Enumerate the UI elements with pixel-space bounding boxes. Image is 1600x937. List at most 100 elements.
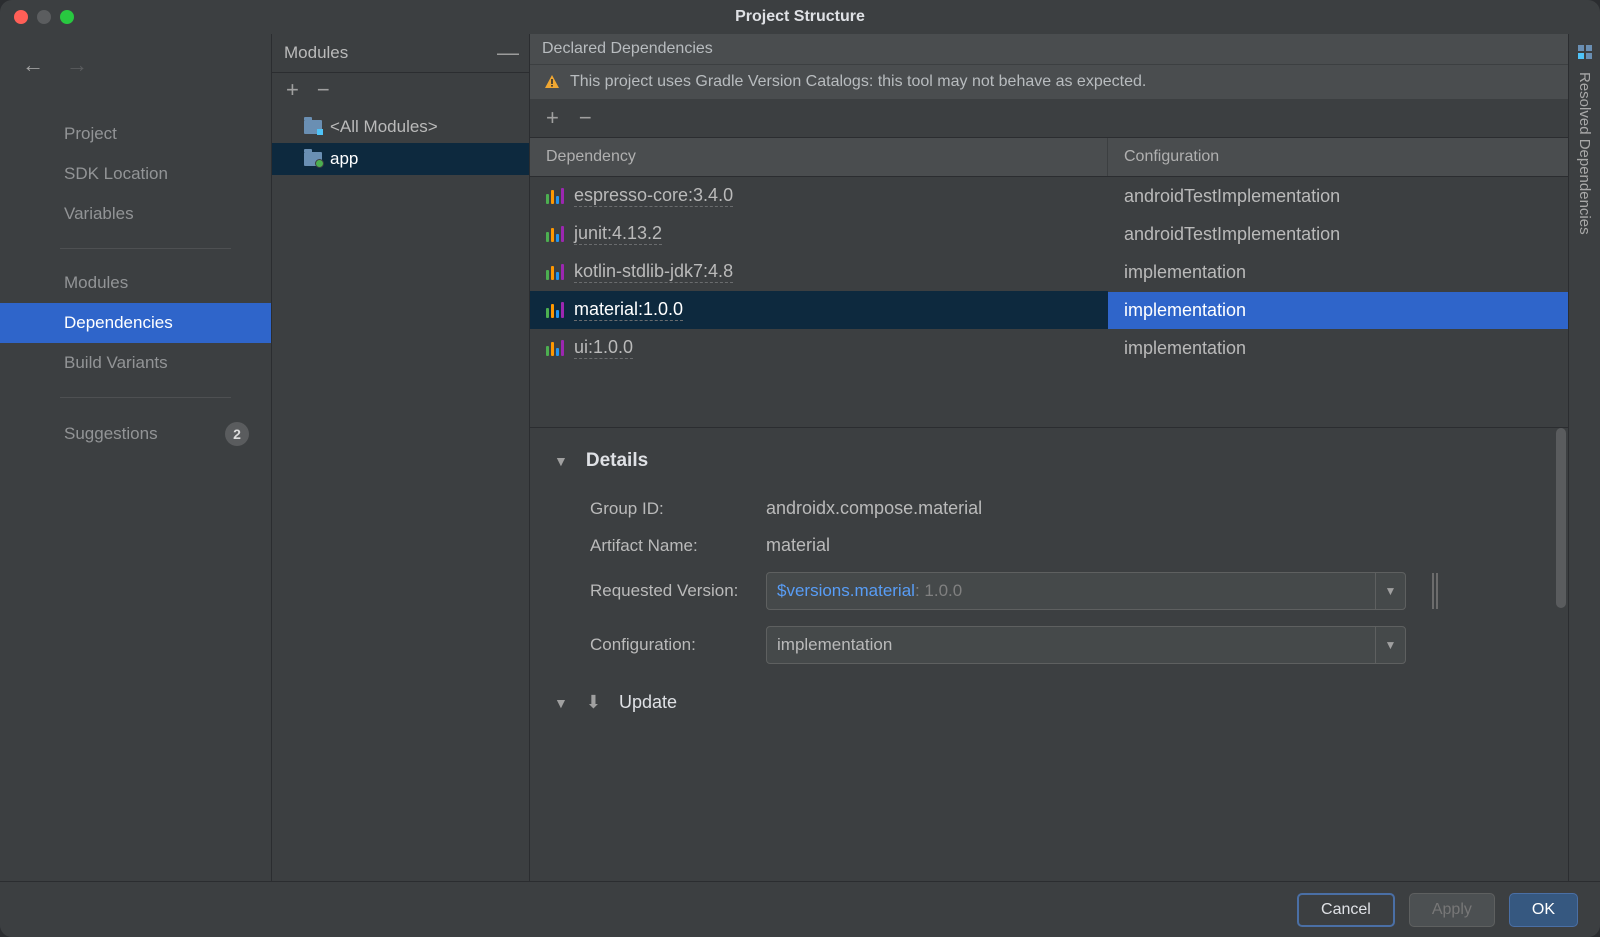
col-configuration[interactable]: Configuration: [1108, 138, 1568, 176]
nav-label: SDK Location: [64, 164, 168, 184]
collapse-details-button[interactable]: ▼: [554, 453, 568, 469]
button-label: OK: [1532, 901, 1555, 919]
button-label: Apply: [1432, 901, 1472, 919]
nav-label: Suggestions: [64, 424, 158, 444]
field-label: Requested Version:: [554, 581, 750, 601]
collapse-modules-button[interactable]: —: [497, 40, 519, 66]
update-label: Update: [619, 692, 677, 713]
add-module-button[interactable]: +: [286, 79, 299, 101]
artifact-value: material: [766, 535, 830, 556]
deps-toolbar: + −: [530, 99, 1568, 138]
module-label: <All Modules>: [330, 117, 438, 137]
dep-name: junit:4.13.2: [574, 223, 662, 245]
nav-label: Project: [64, 124, 117, 144]
version-resolved: : 1.0.0: [915, 581, 962, 601]
dependencies-area: Declared Dependencies This project uses …: [530, 34, 1568, 881]
library-icon: [546, 226, 564, 242]
field-label: Configuration:: [554, 635, 750, 655]
nav-modules[interactable]: Modules: [0, 263, 271, 303]
add-dependency-button[interactable]: +: [546, 107, 559, 129]
group-id-value: androidx.compose.material: [766, 498, 982, 519]
field-label: Artifact Name:: [554, 536, 750, 556]
deps-table-header: Dependency Configuration: [530, 138, 1568, 177]
update-section: ▼ ⬇ Update: [554, 672, 1556, 719]
dep-row[interactable]: junit:4.13.2 androidTestImplementation: [530, 215, 1568, 253]
dep-config: implementation: [1108, 330, 1568, 367]
dep-name: kotlin-stdlib-jdk7:4.8: [574, 261, 733, 283]
nav-items: Project SDK Location Variables Modules D…: [0, 96, 271, 456]
nav-label: Modules: [64, 273, 128, 293]
apply-button[interactable]: Apply: [1409, 893, 1495, 927]
modules-panel: Modules — + − <All Modules> app: [272, 34, 530, 881]
version-variable: $versions.material: [777, 581, 915, 601]
separator: [60, 248, 231, 249]
forward-button: →: [66, 52, 88, 78]
collapse-update-button[interactable]: ▼: [554, 695, 568, 711]
dep-name: espresso-core:3.4.0: [574, 185, 733, 207]
nav-suggestions[interactable]: Suggestions 2: [0, 412, 271, 456]
nav-project[interactable]: Project: [0, 114, 271, 154]
configuration-select[interactable]: implementation ▼: [766, 626, 1406, 664]
details-panel: ▼ Details Group ID: androidx.compose.mat…: [530, 427, 1568, 735]
module-label: app: [330, 149, 358, 169]
dep-row[interactable]: kotlin-stdlib-jdk7:4.8 implementation: [530, 253, 1568, 291]
button-label: Cancel: [1321, 901, 1371, 919]
remove-module-button[interactable]: −: [317, 79, 330, 101]
module-all[interactable]: <All Modules>: [272, 111, 529, 143]
library-icon: [546, 302, 564, 318]
history-nav: ← →: [0, 34, 271, 96]
drag-handle-icon[interactable]: [1432, 573, 1438, 609]
configuration-value: implementation: [777, 635, 892, 655]
separator: [60, 397, 231, 398]
cancel-button[interactable]: Cancel: [1297, 893, 1395, 927]
dep-config: androidTestImplementation: [1108, 178, 1568, 215]
suggestions-badge: 2: [225, 422, 249, 446]
version-select[interactable]: $versions.material : 1.0.0 ▼: [766, 572, 1406, 610]
nav-variables[interactable]: Variables: [0, 194, 271, 234]
titlebar: Project Structure: [0, 0, 1600, 34]
ok-button[interactable]: OK: [1509, 893, 1578, 927]
deps-rows: espresso-core:3.4.0 androidTestImplement…: [530, 177, 1568, 367]
resolved-deps-tab[interactable]: Resolved Dependencies: [1568, 34, 1600, 881]
nav-build-variants[interactable]: Build Variants: [0, 343, 271, 383]
warning-bar: This project uses Gradle Version Catalog…: [530, 64, 1568, 99]
download-icon: ⬇: [586, 692, 601, 713]
sidebar: ← → Project SDK Location Variables Modul…: [0, 34, 272, 881]
resolved-label: Resolved Dependencies: [1576, 68, 1593, 235]
scrollbar[interactable]: [1556, 428, 1566, 608]
dropdown-icon: ▼: [1375, 627, 1405, 663]
modules-tree: <All Modules> app: [272, 107, 529, 175]
field-configuration: Configuration: implementation ▼: [554, 618, 1556, 672]
dropdown-icon: ▼: [1375, 573, 1405, 609]
col-dependency[interactable]: Dependency: [530, 138, 1108, 176]
dep-config: implementation: [1108, 292, 1568, 329]
details-header: ▼ Details: [554, 444, 1556, 490]
dep-name: ui:1.0.0: [574, 337, 633, 359]
module-app[interactable]: app: [272, 143, 529, 175]
library-icon: [546, 340, 564, 356]
remove-dependency-button[interactable]: −: [579, 107, 592, 129]
back-button[interactable]: ←: [22, 52, 44, 78]
nav-label: Build Variants: [64, 353, 168, 373]
dep-row[interactable]: ui:1.0.0 implementation: [530, 329, 1568, 367]
field-group-id: Group ID: androidx.compose.material: [554, 490, 1556, 527]
modules-heading: Modules: [284, 43, 348, 63]
warning-icon: [544, 74, 560, 90]
field-version: Requested Version: $versions.material : …: [554, 564, 1556, 618]
footer: Cancel Apply OK: [0, 881, 1600, 937]
nav-label: Variables: [64, 204, 134, 224]
nav-dependencies[interactable]: Dependencies: [0, 303, 271, 343]
folder-icon: [304, 120, 322, 134]
dependencies-heading: Declared Dependencies: [530, 34, 1568, 64]
spacer: [530, 367, 1568, 427]
dep-row[interactable]: material:1.0.0 implementation: [530, 291, 1568, 329]
nav-label: Dependencies: [64, 313, 173, 333]
nav-sdk-location[interactable]: SDK Location: [0, 154, 271, 194]
modules-toolbar: + −: [272, 73, 529, 107]
resolved-icon: [1577, 44, 1593, 60]
window-title: Project Structure: [0, 8, 1600, 26]
dep-row[interactable]: espresso-core:3.4.0 androidTestImplement…: [530, 177, 1568, 215]
dep-config: androidTestImplementation: [1108, 216, 1568, 253]
library-icon: [546, 188, 564, 204]
library-icon: [546, 264, 564, 280]
